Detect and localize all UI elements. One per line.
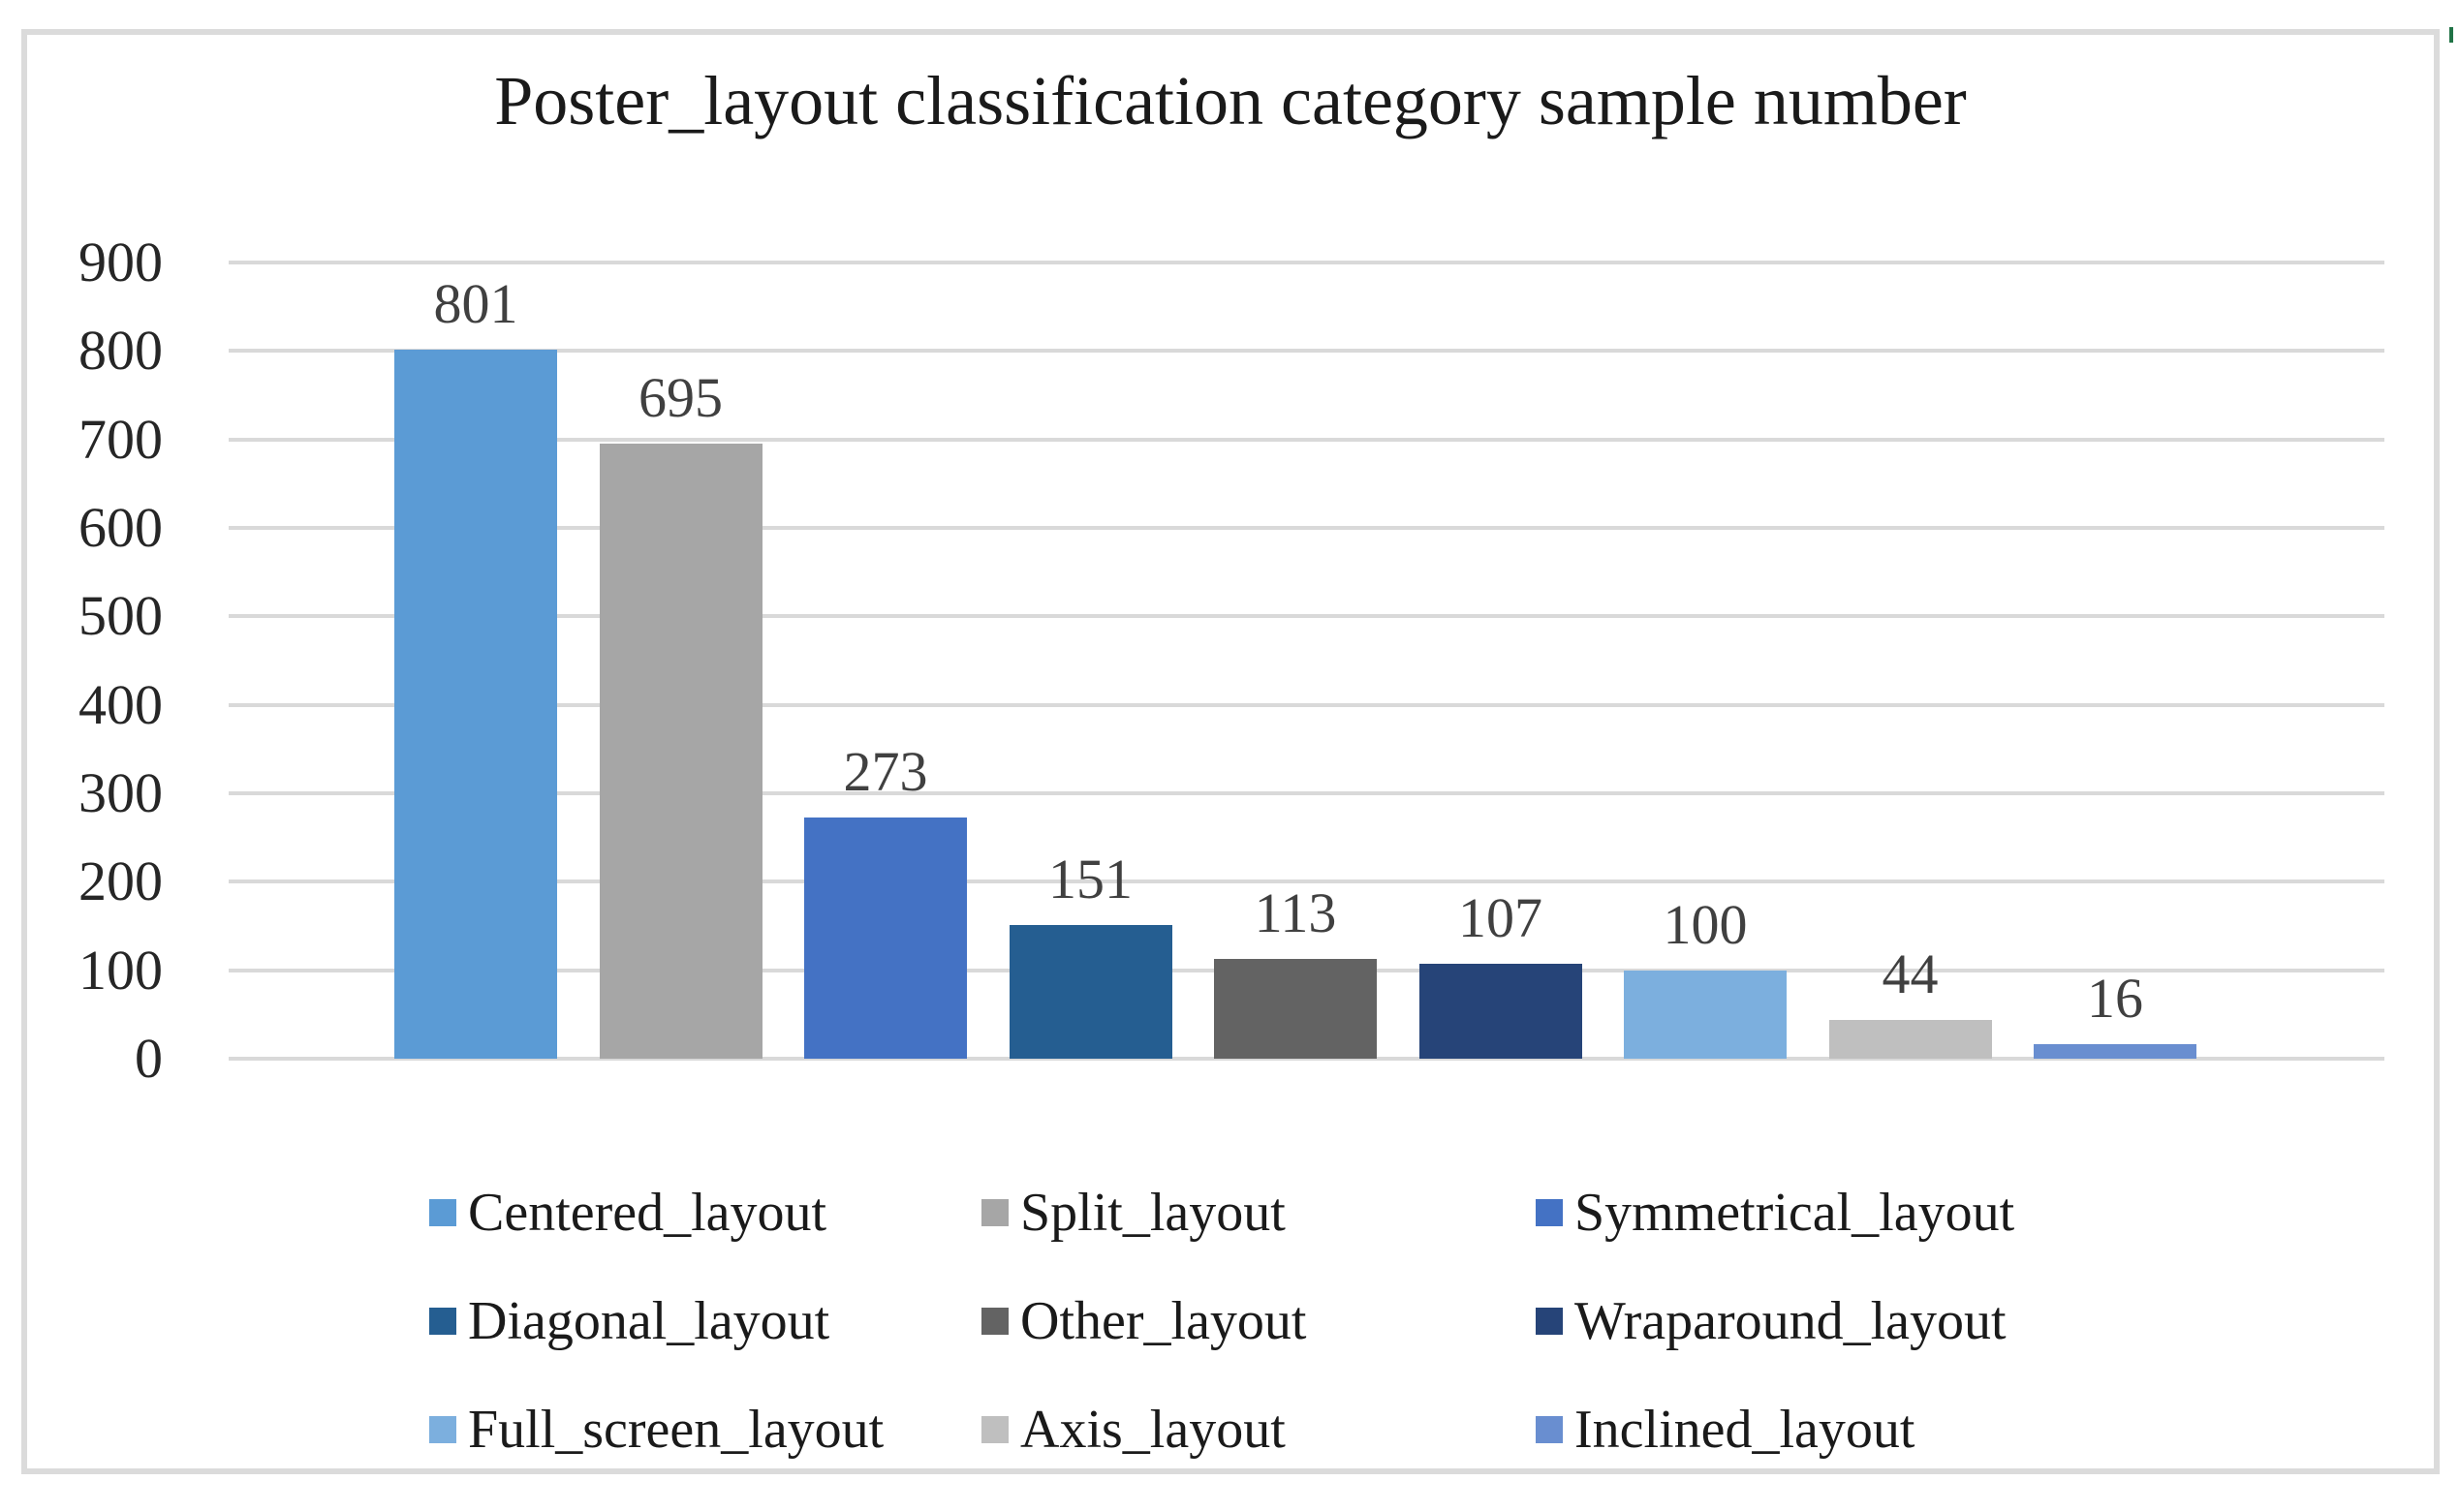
bar-full_screen_layout — [1624, 970, 1787, 1059]
y-tick-label-0: 0 — [135, 1027, 163, 1090]
data-label-wraparound_layout: 107 — [1458, 886, 1542, 950]
data-label-diagonal_layout: 151 — [1048, 848, 1133, 911]
green-edge-artifact — [2449, 27, 2453, 43]
y-tick-label-400: 400 — [78, 672, 163, 736]
bar-symmetrical_layout — [804, 817, 967, 1059]
y-tick-label-100: 100 — [78, 938, 163, 1002]
gridline-400 — [229, 702, 2384, 707]
gridline-500 — [229, 614, 2384, 619]
bar-diagonal_layout — [1009, 925, 1172, 1059]
y-tick-label-200: 200 — [78, 849, 163, 913]
legend-swatch-icon — [429, 1308, 456, 1335]
bar-wraparound_layout — [1418, 964, 1582, 1059]
chart-frame: Poster_layout classification category sa… — [21, 29, 2440, 1474]
data-label-other_layout: 113 — [1254, 880, 1337, 944]
legend-label: Centered_layout — [468, 1183, 827, 1243]
legend-swatch-icon — [981, 1199, 1009, 1226]
bar-other_layout — [1214, 958, 1377, 1059]
legend-item-axis_layout: Axis_layout — [981, 1401, 1286, 1459]
y-tick-label-700: 700 — [78, 407, 163, 471]
gridline-600 — [229, 526, 2384, 530]
gridline-700 — [229, 437, 2384, 442]
legend-label: Inclined_layout — [1574, 1400, 1915, 1460]
data-label-full_screen_layout: 100 — [1663, 892, 1748, 956]
legend-item-wraparound_layout: Wraparound_layout — [1536, 1292, 2007, 1350]
y-tick-label-900: 900 — [78, 231, 163, 293]
legend-item-diagonal_layout: Diagonal_layout — [429, 1292, 829, 1350]
y-tick-label-600: 600 — [78, 496, 163, 559]
legend-swatch-icon — [981, 1416, 1009, 1443]
legend-label: Split_layout — [1020, 1183, 1286, 1243]
data-label-axis_layout: 44 — [1882, 941, 1939, 1005]
legend-item-symmetrical_layout: Symmetrical_layout — [1536, 1184, 2014, 1242]
legend-label: Symmetrical_layout — [1574, 1183, 2015, 1243]
bar-centered_layout — [394, 350, 557, 1059]
legend-swatch-icon — [1536, 1199, 1563, 1226]
legend-swatch-icon — [1536, 1416, 1563, 1443]
legend-item-centered_layout: Centered_layout — [429, 1184, 826, 1242]
legend-swatch-icon — [1536, 1308, 1563, 1335]
y-tick-label-500: 500 — [78, 584, 163, 648]
y-tick-label-800: 800 — [78, 319, 163, 383]
gridline-900 — [229, 261, 2384, 264]
gridline-300 — [229, 791, 2384, 795]
legend-label: Full_screen_layout — [468, 1400, 885, 1460]
legend-label: Wraparound_layout — [1574, 1291, 2007, 1351]
legend-swatch-icon — [981, 1308, 1009, 1335]
legend-label: Other_layout — [1020, 1291, 1307, 1351]
gridline-0 — [229, 1057, 2384, 1061]
legend-item-split_layout: Split_layout — [981, 1184, 1286, 1242]
legend-swatch-icon — [429, 1199, 456, 1226]
legend-label: Axis_layout — [1020, 1400, 1286, 1460]
chart-title: Poster_layout classification category sa… — [494, 62, 1967, 139]
data-label-symmetrical_layout: 273 — [843, 739, 928, 803]
bar-inclined_layout — [2034, 1044, 2196, 1059]
plot-area: 801 695 273 151 113 107 100 44 16 — [229, 261, 2384, 1061]
gridline-200 — [229, 879, 2384, 884]
legend-label: Diagonal_layout — [468, 1291, 830, 1351]
legend-item-other_layout: Other_layout — [981, 1292, 1306, 1350]
data-label-centered_layout: 801 — [433, 272, 518, 336]
legend-item-inclined_layout: Inclined_layout — [1536, 1401, 1914, 1459]
legend-swatch-icon — [429, 1416, 456, 1443]
data-label-split_layout: 695 — [638, 366, 723, 430]
data-label-inclined_layout: 16 — [2087, 967, 2143, 1031]
bar-axis_layout — [1828, 1019, 1992, 1059]
bar-split_layout — [599, 444, 763, 1059]
y-tick-label-300: 300 — [78, 761, 163, 824]
gridline-800 — [229, 349, 2384, 354]
legend-item-full_screen_layout: Full_screen_layout — [429, 1401, 884, 1459]
